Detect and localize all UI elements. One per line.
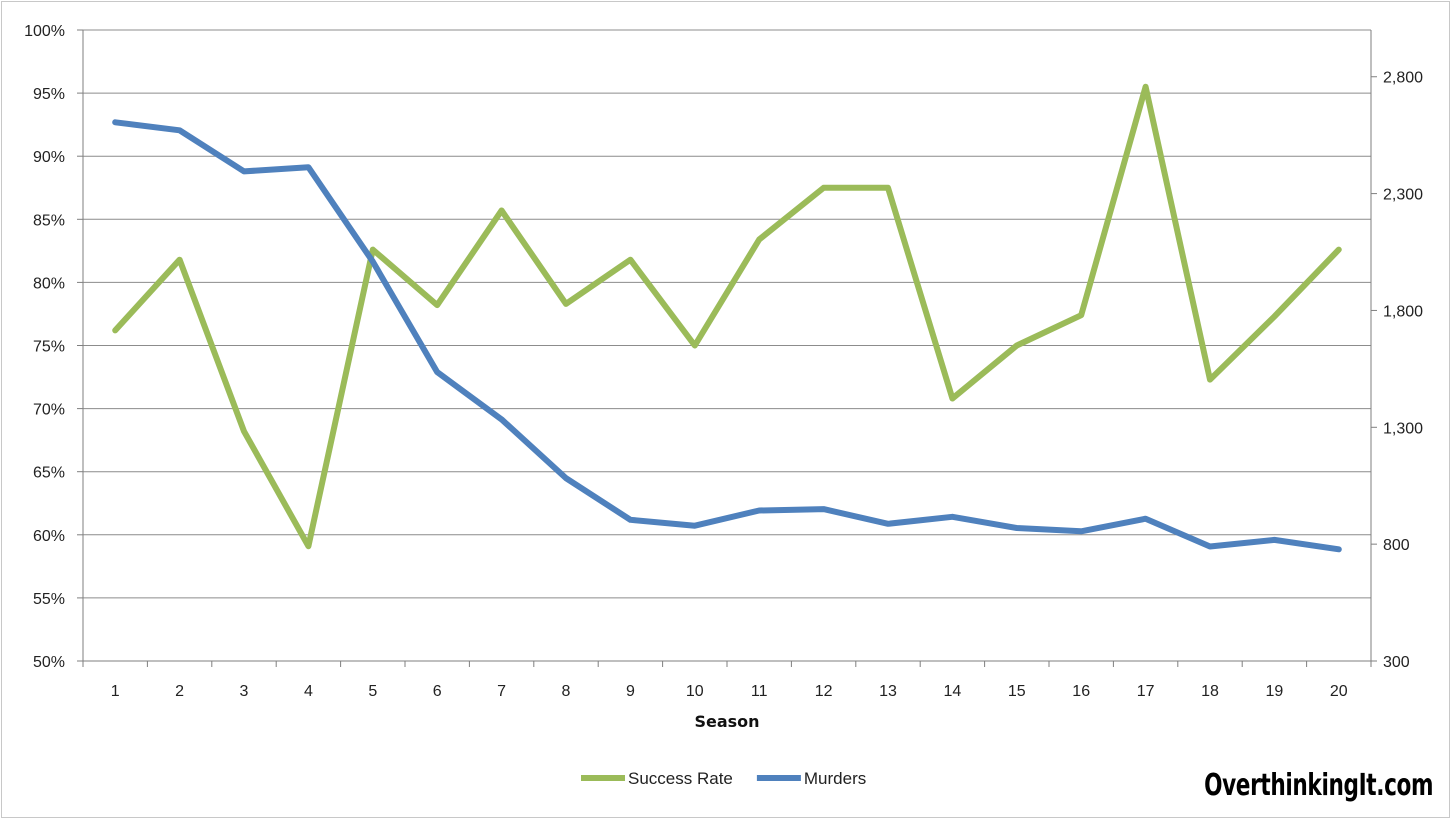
left-tick-label: 55% xyxy=(33,591,65,608)
left-tick-label: 70% xyxy=(33,402,65,419)
x-tick-label: 5 xyxy=(368,683,377,700)
right-tick-label: 1,300 xyxy=(1383,420,1423,437)
left-tick-label: 85% xyxy=(33,212,65,229)
left-tick-label: 50% xyxy=(33,654,65,671)
left-tick-label: 80% xyxy=(33,275,65,292)
x-tick-label: 20 xyxy=(1330,683,1348,700)
legend-label: Success Rate xyxy=(628,769,733,788)
x-tick-label: 15 xyxy=(1008,683,1026,700)
x-tick-label: 14 xyxy=(944,683,962,700)
gridlines xyxy=(82,29,1372,662)
left-tick-label: 95% xyxy=(33,86,65,103)
left-tick-label: 90% xyxy=(33,149,65,166)
x-tick-label: 7 xyxy=(497,683,506,700)
series-line-murders xyxy=(112,119,1342,553)
x-tick-label: 6 xyxy=(433,683,442,700)
x-tick-label: 3 xyxy=(240,683,249,700)
series-lines xyxy=(112,83,1342,553)
watermark-logo: OverthinkingIt.com xyxy=(1203,768,1433,803)
left-tick-label: 75% xyxy=(33,339,65,356)
x-tick-label: 18 xyxy=(1201,683,1219,700)
right-axis-ticks: 300 800 1,300 1,800 2,300 2,800 xyxy=(1371,70,1423,671)
x-tick-label: 12 xyxy=(815,683,833,700)
x-tick-label: 17 xyxy=(1137,683,1155,700)
x-tick-label: 10 xyxy=(686,683,704,700)
x-tick-label: 11 xyxy=(751,683,768,700)
x-tick-label: 1 xyxy=(111,683,120,700)
x-tick-label: 9 xyxy=(626,683,635,700)
left-tick-label: 100% xyxy=(24,23,65,40)
legend-label: Murders xyxy=(804,769,866,788)
x-axis: 1 2 3 4 5 6 7 8 9 10 11 12 13 14 15 16 17 18 19 20 xyxy=(82,661,1372,700)
x-tick-label: 19 xyxy=(1266,683,1284,700)
left-tick-label: 60% xyxy=(33,528,65,545)
x-tick-label: 16 xyxy=(1072,683,1090,700)
series-line-success-rate xyxy=(112,83,1342,550)
x-axis-title: Season xyxy=(694,712,759,731)
right-tick-label: 2,800 xyxy=(1383,70,1423,87)
x-tick-label: 4 xyxy=(304,683,313,700)
right-tick-label: 1,800 xyxy=(1383,303,1423,320)
right-tick-label: 300 xyxy=(1383,654,1410,671)
x-tick-label: 13 xyxy=(879,683,897,700)
left-axis-ticks: 50% 55% 60% 65% 70% 75% 80% 85% 90% 95% 100% xyxy=(24,23,83,671)
x-tick-label: 2 xyxy=(175,683,184,700)
left-tick-label: 65% xyxy=(33,465,65,482)
legend: Success Rate Murders xyxy=(581,769,866,788)
right-tick-label: 800 xyxy=(1383,537,1410,554)
right-tick-label: 2,300 xyxy=(1383,187,1423,204)
x-tick-label: 8 xyxy=(562,683,571,700)
